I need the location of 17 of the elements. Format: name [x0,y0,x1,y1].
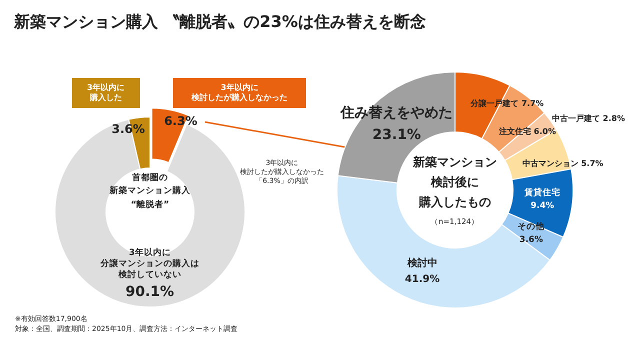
slice-label: 賃貸住宅 [524,188,560,198]
data-label: 23.1% [372,126,421,143]
data-label: 3.6% [519,235,543,246]
slice-label: 3年以内に購入した [87,82,125,104]
slice-label: 住み替えをやめた [340,104,453,121]
text: 新築マンション検討後に購入したもの [413,154,497,212]
slice-label: 注文住宅 6.0% [499,127,556,138]
chart-title: 新築マンション購入 〝離脱者〟の23%は住み替えを断念 [14,12,426,32]
text: 首都圏の新築マンション購入“離脱者” [110,172,190,212]
slice-label: 3年以内に検討したが購入しなかった [192,82,288,104]
data-label: 41.9% [404,274,440,285]
slice-label: 中古マンション 5.7% [522,159,604,170]
slice-label: 中古一戸建て 2.8% [552,114,625,124]
slice-label: 3年以内に分譲マンションの購入は検討していない [100,248,200,281]
slice-label: 検討中 [407,258,438,269]
data-label: 90.1% [126,283,174,302]
data-label: 9.4% [530,201,554,212]
